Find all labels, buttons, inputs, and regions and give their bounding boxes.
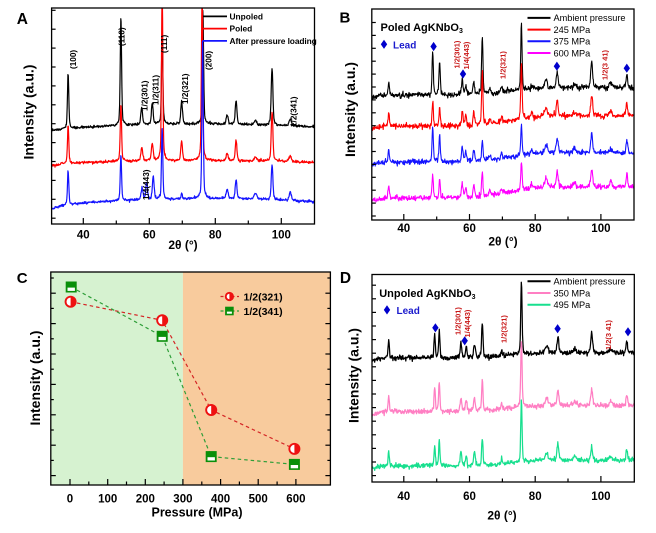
svg-text:1/2(3 41): 1/2(3 41)	[604, 319, 613, 350]
svg-text:Unpoled: Unpoled	[230, 11, 264, 21]
svg-text:Unpoled AgKNbO3: Unpoled AgKNbO3	[379, 288, 475, 301]
svg-text:(110): (110)	[118, 27, 127, 46]
svg-text:600: 600	[286, 494, 305, 506]
svg-text:1/4(443): 1/4(443)	[463, 309, 472, 337]
svg-text:350 MPa: 350 MPa	[554, 288, 592, 298]
svg-text:1/2(341): 1/2(341)	[244, 306, 283, 318]
svg-text:(111): (111)	[160, 35, 169, 53]
svg-text:Intensity (a.u.): Intensity (a.u.)	[27, 331, 43, 426]
svg-text:Intensity (a.u.): Intensity (a.u.)	[346, 328, 362, 423]
svg-text:300: 300	[173, 494, 192, 506]
svg-text:60: 60	[143, 230, 156, 242]
svg-text:100: 100	[591, 491, 610, 503]
svg-text:40: 40	[77, 230, 90, 242]
svg-text:Pressure (MPa): Pressure (MPa)	[151, 506, 242, 520]
svg-text:1/2(301): 1/2(301)	[141, 80, 150, 111]
svg-text:40: 40	[397, 223, 410, 235]
svg-text:1/2(301): 1/2(301)	[454, 307, 463, 335]
svg-text:600 MPa: 600 MPa	[554, 48, 592, 58]
svg-text:Intensity (a.u.): Intensity (a.u.)	[21, 65, 37, 160]
svg-text:1/2(3 41): 1/2(3 41)	[601, 49, 610, 80]
svg-text:400: 400	[211, 494, 230, 506]
svg-text:1/2(311): 1/2(311)	[152, 75, 161, 105]
svg-text:2θ (°): 2θ (°)	[168, 238, 197, 252]
svg-text:Ambient pressure: Ambient pressure	[554, 277, 626, 287]
svg-text:1/2(341): 1/2(341)	[290, 96, 299, 127]
svg-text:(100): (100)	[69, 50, 78, 69]
svg-text:B: B	[339, 9, 350, 26]
svg-text:100: 100	[272, 230, 291, 242]
svg-text:100: 100	[98, 494, 117, 506]
svg-text:500: 500	[249, 494, 268, 506]
svg-text:1/2(321): 1/2(321)	[181, 73, 190, 104]
svg-text:D: D	[340, 270, 351, 287]
svg-text:(200): (200)	[205, 51, 214, 70]
svg-text:1/4(443): 1/4(443)	[462, 41, 471, 69]
svg-text:2θ (°): 2θ (°)	[488, 235, 517, 249]
svg-text:1/2(321): 1/2(321)	[244, 291, 283, 303]
svg-text:80: 80	[529, 223, 542, 235]
svg-text:Poled AgKNbO3: Poled AgKNbO3	[381, 22, 463, 35]
svg-text:1/2(301): 1/2(301)	[453, 40, 462, 68]
svg-text:2θ (°): 2θ (°)	[487, 509, 516, 523]
svg-text:0: 0	[67, 494, 73, 506]
svg-text:Poled: Poled	[230, 24, 253, 34]
svg-text:100: 100	[591, 223, 610, 235]
svg-text:A: A	[17, 11, 28, 28]
svg-text:Ambient pressure: Ambient pressure	[554, 13, 626, 23]
svg-text:40: 40	[397, 491, 410, 503]
svg-text:495 MPa: 495 MPa	[554, 300, 592, 310]
svg-text:Intensity (a.u.): Intensity (a.u.)	[342, 62, 358, 157]
svg-text:1/4(443): 1/4(443)	[142, 169, 151, 200]
svg-text:Lead: Lead	[393, 40, 416, 51]
svg-text:80: 80	[529, 491, 542, 503]
svg-text:1/2(321): 1/2(321)	[500, 315, 509, 343]
svg-text:C: C	[17, 270, 28, 287]
svg-text:Lead: Lead	[397, 306, 420, 317]
svg-text:1/2(321): 1/2(321)	[499, 51, 508, 79]
svg-text:80: 80	[209, 230, 222, 242]
svg-text:60: 60	[463, 223, 476, 235]
svg-text:After pressure loading: After pressure loading	[230, 36, 317, 46]
svg-text:60: 60	[463, 491, 476, 503]
svg-text:245 MPa: 245 MPa	[554, 25, 592, 35]
svg-text:200: 200	[136, 494, 155, 506]
svg-text:375 MPa: 375 MPa	[554, 37, 592, 47]
